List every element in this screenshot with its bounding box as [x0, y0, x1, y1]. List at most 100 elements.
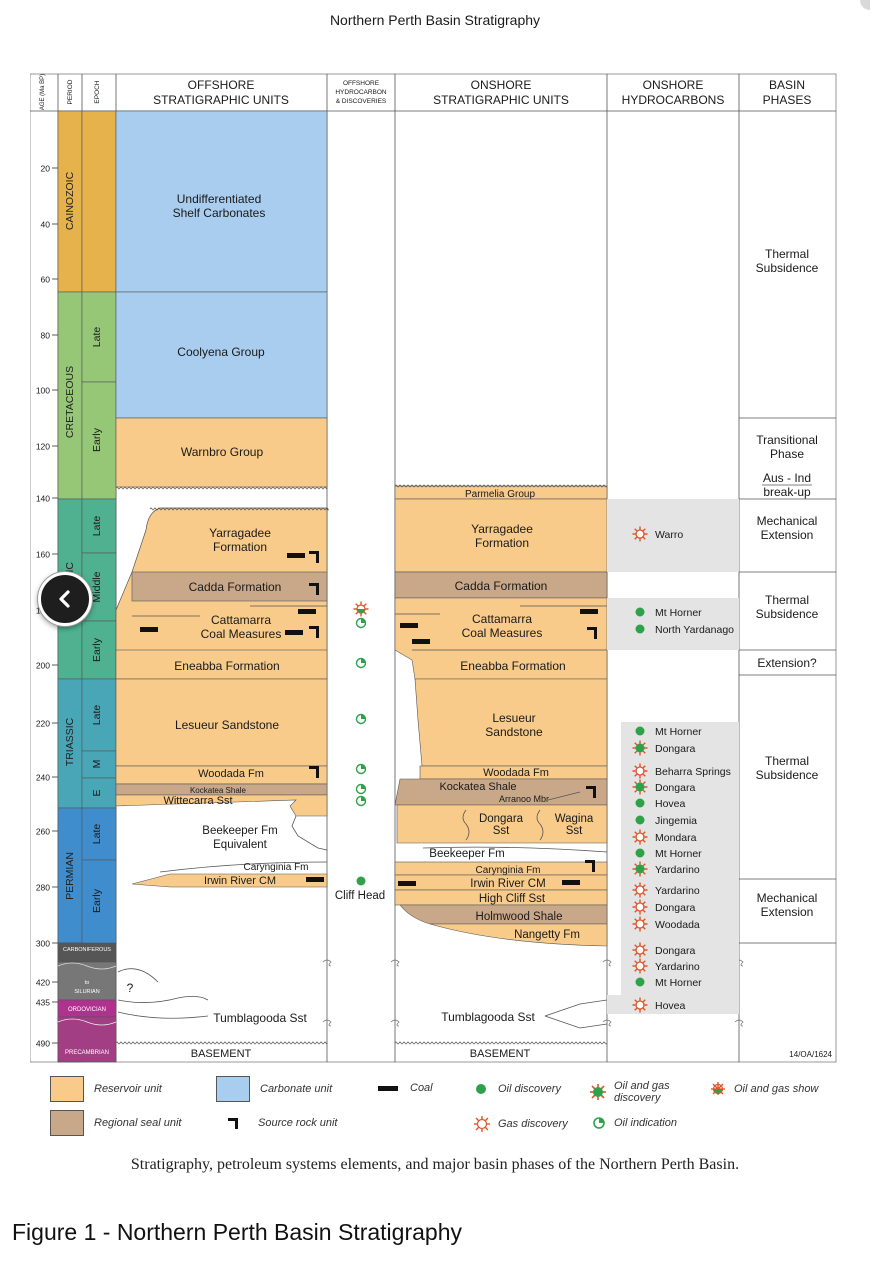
oil-gas-show-icon: [711, 1082, 725, 1095]
offshore-warnbro-wave: [115, 486, 328, 490]
offshore-carynginia-line: [159, 861, 328, 873]
legend-oil-discovery: Oil discovery: [474, 1082, 561, 1096]
onshore-unit-nangetty-label: Nangetty Fm: [514, 929, 580, 941]
epoch-0: [81, 110, 117, 293]
oil-discovery-icon: [476, 1084, 486, 1094]
phase-2-line-1: break-up: [763, 485, 811, 499]
onshore-hc-icon-15: [635, 945, 645, 955]
onshore-hc-icon-11: [635, 864, 645, 874]
onshore-hc-icon-10: [635, 848, 645, 858]
legend-oil-gas-discovery-label: Oil and gas discovery: [614, 1080, 670, 1104]
silurian-wave: [57, 962, 117, 970]
onshore-unit-lesueur-label-line-0: Lesueur: [492, 711, 535, 725]
onshore-hc-panel-0: [607, 499, 739, 572]
band-silurian-to: to: [85, 980, 90, 986]
corner-mark: [860, 0, 870, 10]
onshore-unit-dongara-label-line-0: Dongara: [479, 813, 524, 825]
phase-2-line-0: Aus - Ind: [763, 471, 811, 485]
figure-caption: Stratigraphy, petroleum systems elements…: [130, 1156, 740, 1173]
offshore-discovery-label: Cliff Head: [335, 890, 385, 902]
onshore-hc-label-3: Mt Horner: [655, 726, 702, 738]
offshore-unit-beekeeper-label-line-1: Equivalent: [213, 839, 268, 851]
band-ordovician-label: ORDOVICIAN: [68, 1007, 106, 1013]
age-tick-label-16: 435: [36, 998, 50, 1008]
offshore-ind-icon-4-fill: [361, 784, 366, 789]
oil-indication-icon: [593, 1117, 605, 1129]
onshore-hc-label-1: Mt Horner: [655, 607, 702, 619]
onshore-unit-yarragadee-label-line-0: Yarragadee: [471, 522, 533, 536]
onshore-basement-label: BASEMENT: [470, 1048, 531, 1060]
onshore-dongara-wagina-dividers: [462, 809, 544, 841]
legend-oil-discovery-label: Oil discovery: [498, 1083, 561, 1095]
age-tick-label-3: 80: [41, 331, 51, 341]
header-onshore-hc-line-0: ONSHORE: [643, 78, 704, 92]
onshore-hc-icon-7: [635, 798, 645, 808]
onshore-hc-icon-9: [635, 832, 645, 842]
onshore-hc-icon-17: [635, 977, 645, 987]
onshore-hc-icon-6-rays: [632, 779, 648, 795]
offshore-oil-icon: [356, 876, 366, 886]
onshore-unit-cattamarra-label-line-1: Coal Measures: [462, 626, 543, 640]
offshore-unit-cattamarra-label-line-1: Coal Measures: [201, 627, 282, 641]
legend: Reservoir unit Carbonate unit Coal Oil d…: [50, 1076, 850, 1138]
header-offshore-units-line-0: OFFSHORE: [188, 78, 255, 92]
onshore-hc-icon-14: [635, 919, 645, 929]
stratigraphy-chart: AGE (Ma BP) PERIOD EPOCH OFFSHORESTRATIGRAP…: [30, 73, 837, 1063]
period-label-cainozoic: CAINOZOIC: [64, 171, 76, 230]
legend-carbonate: Carbonate unit: [216, 1076, 332, 1102]
coal-marker-2: [140, 627, 158, 632]
offshore-unit-woodada-label: Woodada Fm: [198, 768, 264, 780]
column-break-0-0: [322, 959, 332, 967]
column-break-2-0: [602, 959, 612, 967]
seal-swatch: [50, 1110, 84, 1136]
onshore-source-1: [586, 786, 596, 798]
legend-coal-label: Coal: [410, 1082, 433, 1094]
onshore-coal-1: [400, 623, 418, 628]
period-label-permian: PERMIAN: [64, 852, 76, 900]
offshore-ind-icon-2-fill: [361, 714, 366, 719]
age-tick-label-4: 100: [36, 386, 50, 396]
offshore-unit-lesueur: [115, 678, 328, 767]
onshore-coal-0: [580, 609, 598, 614]
source-marker-1: [309, 583, 319, 595]
back-button[interactable]: [38, 572, 92, 626]
phase-0-line-0: Thermal: [765, 247, 809, 261]
offshore-unit-cattamarra-label-line-0: Cattamarra: [211, 613, 271, 627]
header-onshore-units-line-0: ONSHORE: [471, 78, 532, 92]
offshore-ind-icon-0-fill: [361, 618, 366, 623]
phase-4-line-1: Subsidence: [756, 607, 819, 621]
onshore-hc-label-5: Beharra Springs: [655, 766, 731, 778]
onshore-unit-cattamarra-label-line-0: Cattamarra: [472, 612, 532, 626]
period-label-triassic: TRIASSIC: [64, 717, 76, 766]
onshore-hc-icon-4-rays: [632, 740, 648, 756]
epoch-3: [81, 498, 117, 554]
onshore-source-0: [587, 627, 597, 639]
onshore-hc-label-2: North Yardanago: [655, 624, 734, 636]
onshore-hc-label-11: Yardarino: [655, 864, 700, 876]
onshore-hc-icon-16-rays: [632, 958, 648, 974]
onshore-hc-icon-1: [635, 607, 645, 617]
column-break-3-1: [734, 1019, 744, 1027]
onshore-hc-icon-15-rays: [632, 942, 648, 958]
period-4: [57, 807, 83, 944]
chart-code: 14/OA/1624: [789, 1050, 832, 1059]
phase-0-line-1: Subsidence: [756, 261, 819, 275]
column-break-1-0: [390, 959, 400, 967]
onshore-basement-wave: [394, 1041, 608, 1045]
offshore-unit-wittecarra-label: Wittecarra Sst: [163, 795, 232, 807]
phase-7-line-0: Mechanical: [757, 891, 818, 905]
source-marker-2: [309, 626, 319, 638]
offshore-unit-eneabba: [115, 649, 328, 680]
age-tick-label-6: 140: [36, 494, 50, 504]
header-phases-line-0: BASIN: [769, 78, 805, 92]
offshore-unit-kockatea-label: Kockatea Shale: [190, 786, 247, 795]
age-tick-label-15: 420: [36, 978, 50, 988]
legend-carbonate-label: Carbonate unit: [260, 1083, 333, 1095]
reservoir-swatch: [50, 1076, 84, 1102]
offshore-unit-shelf-label-line-1: Shelf Carbonates: [173, 206, 266, 220]
onshore-unit-cadda: [394, 571, 608, 599]
onshore-hc-icon-18-rays: [632, 997, 648, 1013]
onshore-unit-irwin-label: Irwin River CM: [470, 878, 545, 890]
onshore-hc-icon-9-rays: [632, 829, 648, 845]
offshore-ind-icon-3-fill: [361, 764, 366, 769]
